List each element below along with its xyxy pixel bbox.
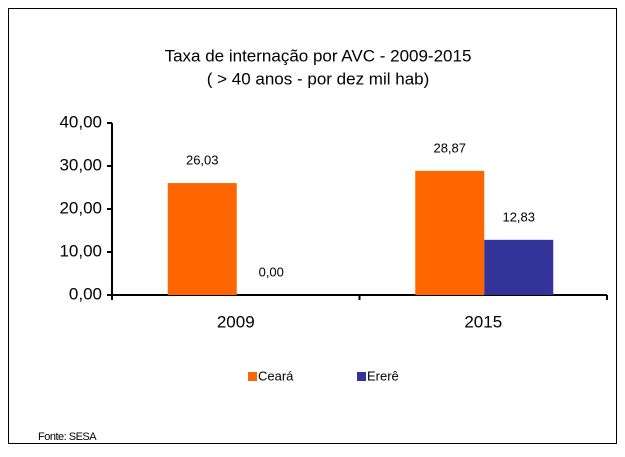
legend-swatch <box>357 372 366 381</box>
value-label: 28,87 <box>433 140 466 155</box>
legend-label: Ceará <box>258 368 294 383</box>
y-tick-label: 10,00 <box>59 241 102 260</box>
bar <box>167 183 237 295</box>
bar <box>484 239 554 295</box>
chart-subtitle: ( > 40 anos - por dez mil hab) <box>207 69 430 88</box>
y-tick-label: 40,00 <box>59 112 102 131</box>
legend-label: Ererê <box>367 368 399 383</box>
source-note: Fonte: SESA <box>38 431 97 443</box>
chart-title: Taxa de internação por AVC - 2009-2015 <box>165 46 472 65</box>
y-tick-label: 30,00 <box>59 155 102 174</box>
y-tick-label: 20,00 <box>59 198 102 217</box>
legend-swatch <box>248 372 257 381</box>
chart-border <box>8 8 617 444</box>
value-label: 12,83 <box>502 209 535 224</box>
x-tick-label: 2009 <box>217 312 255 331</box>
y-tick-label: 0,00 <box>69 284 102 303</box>
value-label: 26,03 <box>186 153 219 168</box>
x-tick-label: 2015 <box>464 312 502 331</box>
value-label: 0,00 <box>259 264 284 279</box>
bar <box>415 170 485 295</box>
